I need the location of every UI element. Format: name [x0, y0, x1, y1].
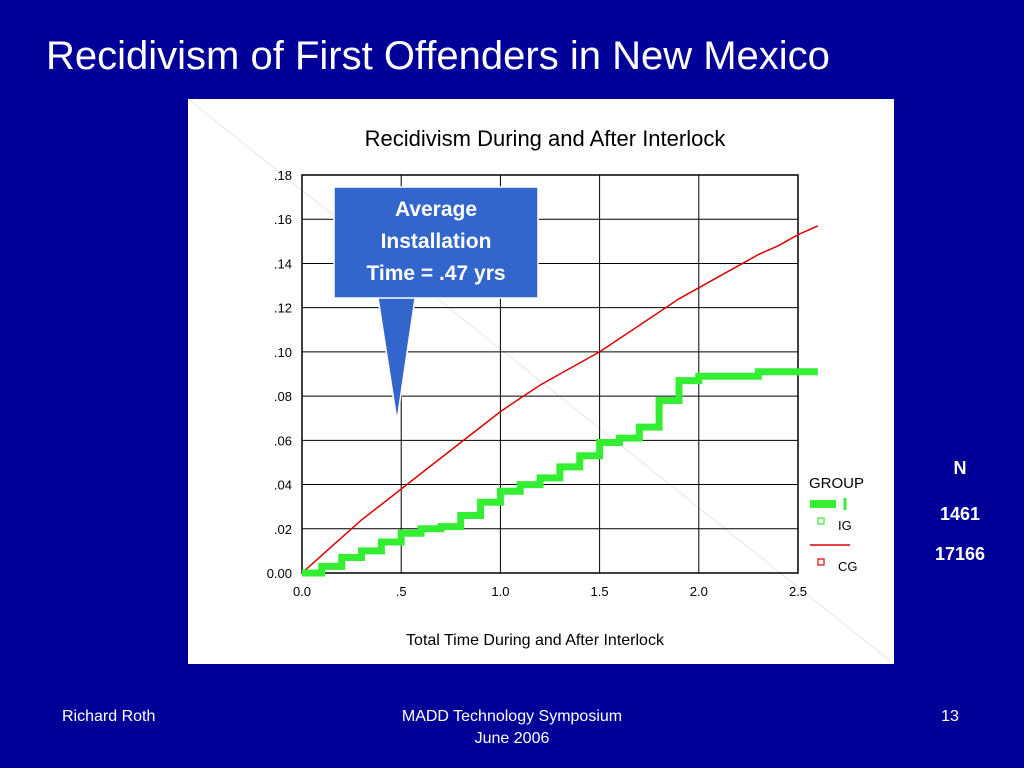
callout-layer [333, 186, 539, 422]
slide-title: Recidivism of First Offenders in New Mex… [46, 34, 830, 78]
y-tick-label: 0.00 [267, 566, 292, 581]
y-tick-label: .04 [274, 478, 292, 493]
average-installation-callout: Average Installation Time = .47 yrs [366, 198, 506, 285]
legend-label-cg: CG [838, 559, 858, 574]
chart-svg: Recidivism During and After Interlock To… [188, 99, 894, 664]
footer-event: MADD Technology Symposium June 2006 [362, 706, 662, 750]
x-tick-label: 2.5 [789, 584, 807, 599]
y-tick-label: .08 [274, 389, 292, 404]
chart-title: Recidivism During and After Interlock [365, 126, 727, 151]
x-tick-label: 1.5 [591, 584, 609, 599]
series-layer [301, 225, 819, 577]
callout-pointer [375, 284, 418, 422]
x-axis-label: Total Time During and After Interlock [406, 632, 665, 649]
y-tick-label: .10 [274, 345, 292, 360]
footer-event-name: MADD Technology Symposium [401, 708, 623, 725]
n-header: N [953, 458, 967, 478]
legend-label-ig: IG [838, 518, 852, 533]
legend-marker-cg [817, 558, 825, 566]
y-tick-label: .06 [274, 433, 292, 448]
y-tick-label: .16 [274, 212, 292, 227]
footer-event-date: June 2006 [474, 730, 550, 747]
x-tick-label: 2.0 [690, 584, 708, 599]
chart-panel: Recidivism During and After Interlock To… [188, 99, 894, 664]
n-value-ig: 1461 [939, 504, 981, 524]
y-tick-label: .18 [274, 168, 292, 183]
legend: GROUP IG CG [809, 475, 864, 574]
series-line-cg [301, 225, 819, 574]
page-number: 13 [941, 708, 959, 725]
series-line-ig [302, 368, 818, 577]
x-tick-label: .5 [396, 584, 407, 599]
x-tick-label: 0.0 [293, 584, 311, 599]
y-tick-label: .02 [274, 522, 292, 537]
panel-diagonal [188, 99, 894, 664]
x-tick-label: 1.0 [491, 584, 509, 599]
footer-author: Richard Roth [62, 708, 156, 725]
legend-marker-ig [817, 517, 825, 525]
y-tick-label: .14 [274, 256, 292, 271]
callout-box [333, 186, 539, 299]
n-value-cg: 17166 [934, 544, 986, 564]
y-tick-label: .12 [274, 301, 292, 316]
legend-title: GROUP [809, 475, 864, 492]
